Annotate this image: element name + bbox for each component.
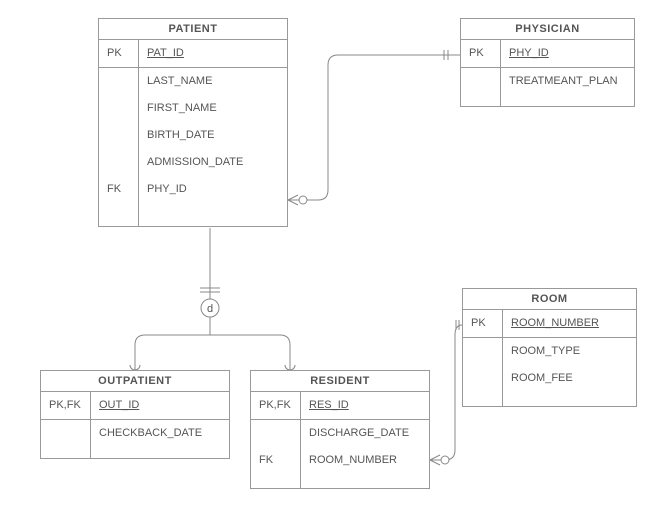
attr-cell: LAST_NAME <box>139 68 287 95</box>
key-cell <box>463 365 502 392</box>
attr-cell: RES_ID <box>301 392 429 420</box>
entity-body-outpatient: PK,FKOUT_IDCHECKBACK_DATE <box>41 392 229 458</box>
attr-cell: DISCHARGE_DATE <box>301 420 429 447</box>
attr-cell: ROOM_NUMBER <box>503 310 636 338</box>
entity-body-physician: PKPHY_IDTREATMEANT_PLAN <box>461 40 634 106</box>
key-column: PK,FK <box>41 392 91 458</box>
entity-title-resident: RESIDENT <box>251 371 429 392</box>
attr-cell: ROOM_FEE <box>503 365 636 392</box>
entity-physician: PHYSICIANPKPHY_IDTREATMEANT_PLAN <box>460 18 635 107</box>
attr-column: PAT_IDLAST_NAMEFIRST_NAMEBIRTH_DATEADMIS… <box>139 40 287 226</box>
key-column: PK,FK FK <box>251 392 301 488</box>
attr-cell: BIRTH_DATE <box>139 122 287 149</box>
key-cell <box>41 420 90 447</box>
key-column: PK <box>461 40 501 106</box>
entity-title-patient: PATIENT <box>99 19 287 40</box>
attr-cell: CHECKBACK_DATE <box>91 420 229 447</box>
attr-cell: PHY_ID <box>139 176 287 203</box>
entity-patient: PATIENTPKFKPAT_IDLAST_NAMEFIRST_NAMEBIRT… <box>98 18 288 227</box>
attr-cell: TREATMEANT_PLAN <box>501 68 634 95</box>
entity-title-outpatient: OUTPATIENT <box>41 371 229 392</box>
entity-body-patient: PKFKPAT_IDLAST_NAMEFIRST_NAMEBIRTH_DATEA… <box>99 40 287 226</box>
entity-title-room: ROOM <box>463 289 636 310</box>
attr-cell: OUT_ID <box>91 392 229 420</box>
key-cell: FK <box>251 447 300 474</box>
key-cell <box>251 420 300 447</box>
key-cell <box>461 68 500 95</box>
entity-title-physician: PHYSICIAN <box>461 19 634 40</box>
attr-column: OUT_IDCHECKBACK_DATE <box>91 392 229 458</box>
key-cell: PK <box>461 40 500 68</box>
entity-resident: RESIDENTPK,FK FKRES_IDDISCHARGE_DATEROOM_… <box>250 370 430 489</box>
key-cell <box>463 338 502 365</box>
attr-cell: FIRST_NAME <box>139 95 287 122</box>
entity-outpatient: OUTPATIENTPK,FKOUT_IDCHECKBACK_DATE <box>40 370 230 459</box>
attr-cell: PAT_ID <box>139 40 287 68</box>
entity-body-room: PKROOM_NUMBERROOM_TYPEROOM_FEE <box>463 310 636 406</box>
key-cell: PK <box>99 40 138 68</box>
key-cell <box>99 68 138 95</box>
attr-cell: ROOM_TYPE <box>503 338 636 365</box>
attr-cell: PHY_ID <box>501 40 634 68</box>
key-cell: PK,FK <box>251 392 300 420</box>
key-cell: FK <box>99 176 138 203</box>
key-cell <box>99 149 138 176</box>
attr-column: RES_IDDISCHARGE_DATEROOM_NUMBER <box>301 392 429 488</box>
key-cell: PK <box>463 310 502 338</box>
attr-cell: ADMISSION_DATE <box>139 149 287 176</box>
attr-column: ROOM_NUMBERROOM_TYPEROOM_FEE <box>503 310 636 406</box>
key-cell <box>99 122 138 149</box>
key-column: PK FK <box>99 40 139 226</box>
key-column: PK <box>463 310 503 406</box>
disjoint-label: d <box>207 303 213 315</box>
entity-body-resident: PK,FK FKRES_IDDISCHARGE_DATEROOM_NUMBER <box>251 392 429 488</box>
entity-room: ROOMPKROOM_NUMBERROOM_TYPEROOM_FEE <box>462 288 637 407</box>
key-cell <box>99 95 138 122</box>
key-cell: PK,FK <box>41 392 90 420</box>
attr-column: PHY_IDTREATMEANT_PLAN <box>501 40 634 106</box>
attr-cell: ROOM_NUMBER <box>301 447 429 474</box>
